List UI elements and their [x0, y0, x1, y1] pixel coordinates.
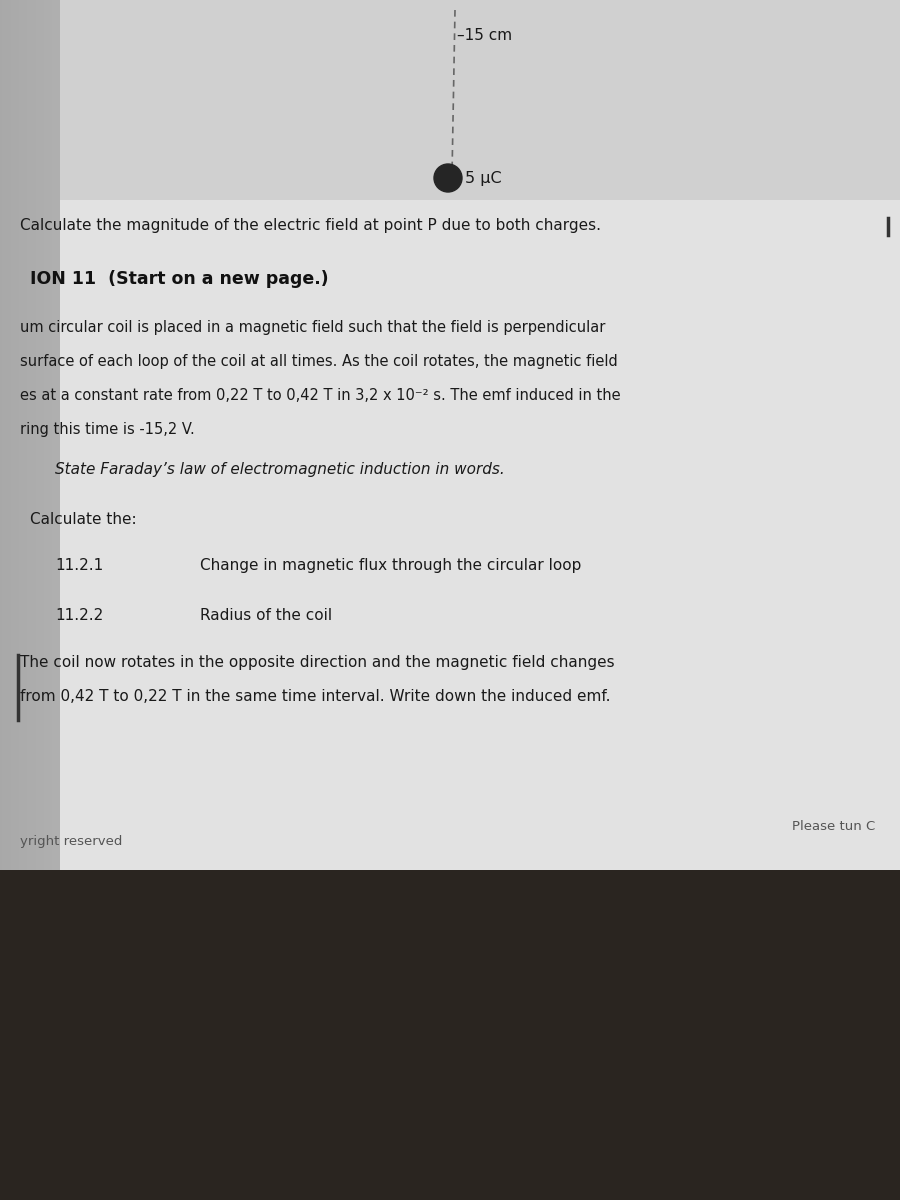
- Bar: [40, 0, 41, 870]
- Bar: [37, 0, 38, 870]
- Bar: [6, 0, 7, 870]
- Bar: [54, 0, 55, 870]
- Text: yright reserved: yright reserved: [20, 835, 122, 848]
- Text: Change in magnetic flux through the circular loop: Change in magnetic flux through the circ…: [200, 558, 581, 572]
- Text: Calculate the:: Calculate the:: [30, 512, 137, 527]
- Bar: [13, 0, 14, 870]
- Bar: [30, 0, 31, 870]
- Bar: [23, 0, 24, 870]
- Bar: [25, 0, 26, 870]
- Bar: [58, 0, 59, 870]
- Bar: [52, 0, 53, 870]
- Bar: [0, 0, 60, 870]
- Bar: [3, 0, 4, 870]
- Bar: [43, 0, 44, 870]
- Bar: [0, 870, 900, 1200]
- Text: um circular coil is placed in a magnetic field such that the field is perpendicu: um circular coil is placed in a magnetic…: [20, 320, 606, 335]
- Text: State Faraday’s law of electromagnetic induction in words.: State Faraday’s law of electromagnetic i…: [55, 462, 505, 476]
- Bar: [56, 0, 57, 870]
- Bar: [0, 0, 1, 870]
- Bar: [2, 0, 3, 870]
- Bar: [39, 0, 40, 870]
- Bar: [18, 0, 19, 870]
- Bar: [50, 0, 51, 870]
- Bar: [51, 0, 52, 870]
- Circle shape: [434, 164, 462, 192]
- Bar: [26, 0, 27, 870]
- Bar: [49, 0, 50, 870]
- Text: Calculate the magnitude of the electric field at point P due to both charges.: Calculate the magnitude of the electric …: [20, 218, 601, 233]
- Bar: [11, 0, 12, 870]
- Bar: [14, 0, 15, 870]
- Bar: [44, 0, 45, 870]
- Bar: [55, 0, 56, 870]
- Bar: [0, 0, 900, 200]
- Bar: [22, 0, 23, 870]
- Bar: [8, 0, 9, 870]
- Bar: [10, 0, 11, 870]
- Bar: [47, 0, 48, 870]
- Bar: [59, 0, 60, 870]
- Bar: [32, 0, 33, 870]
- Bar: [7, 0, 8, 870]
- Bar: [19, 0, 20, 870]
- Bar: [38, 0, 39, 870]
- Bar: [35, 0, 36, 870]
- Bar: [45, 0, 46, 870]
- Bar: [0, 0, 900, 870]
- Bar: [28, 0, 29, 870]
- Bar: [21, 0, 22, 870]
- Bar: [48, 0, 49, 870]
- Text: Please tun C: Please tun C: [792, 820, 875, 833]
- Text: surface of each loop of the coil at all times. As the coil rotates, the magnetic: surface of each loop of the coil at all …: [20, 354, 617, 370]
- Text: ION 11  (Start on a new page.): ION 11 (Start on a new page.): [30, 270, 328, 288]
- Bar: [16, 0, 17, 870]
- Bar: [31, 0, 32, 870]
- Text: 11.2.2: 11.2.2: [55, 608, 104, 623]
- Text: from 0,42 T to 0,22 T in the same time interval. Write down the induced emf.: from 0,42 T to 0,22 T in the same time i…: [20, 689, 610, 704]
- Bar: [5, 0, 6, 870]
- Bar: [53, 0, 54, 870]
- Text: 5 μC: 5 μC: [465, 170, 501, 186]
- Text: es at a constant rate from 0,22 T to 0,42 T in 3,2 x 10⁻² s. The emf induced in : es at a constant rate from 0,22 T to 0,4…: [20, 388, 621, 403]
- Text: 11.2.1: 11.2.1: [55, 558, 104, 572]
- Bar: [27, 0, 28, 870]
- Bar: [24, 0, 25, 870]
- Bar: [12, 0, 13, 870]
- Bar: [42, 0, 43, 870]
- Bar: [20, 0, 21, 870]
- Bar: [9, 0, 10, 870]
- Bar: [34, 0, 35, 870]
- Text: –15 cm: –15 cm: [457, 28, 512, 43]
- Bar: [15, 0, 16, 870]
- Text: The coil now rotates in the opposite direction and the magnetic field changes: The coil now rotates in the opposite dir…: [20, 655, 615, 670]
- Bar: [17, 0, 18, 870]
- Bar: [33, 0, 34, 870]
- Bar: [41, 0, 42, 870]
- Bar: [29, 0, 30, 870]
- Bar: [57, 0, 58, 870]
- Bar: [4, 0, 5, 870]
- Text: Radius of the coil: Radius of the coil: [200, 608, 332, 623]
- Bar: [46, 0, 47, 870]
- Text: ring this time is -15,2 V.: ring this time is -15,2 V.: [20, 422, 194, 437]
- Bar: [1, 0, 2, 870]
- Bar: [36, 0, 37, 870]
